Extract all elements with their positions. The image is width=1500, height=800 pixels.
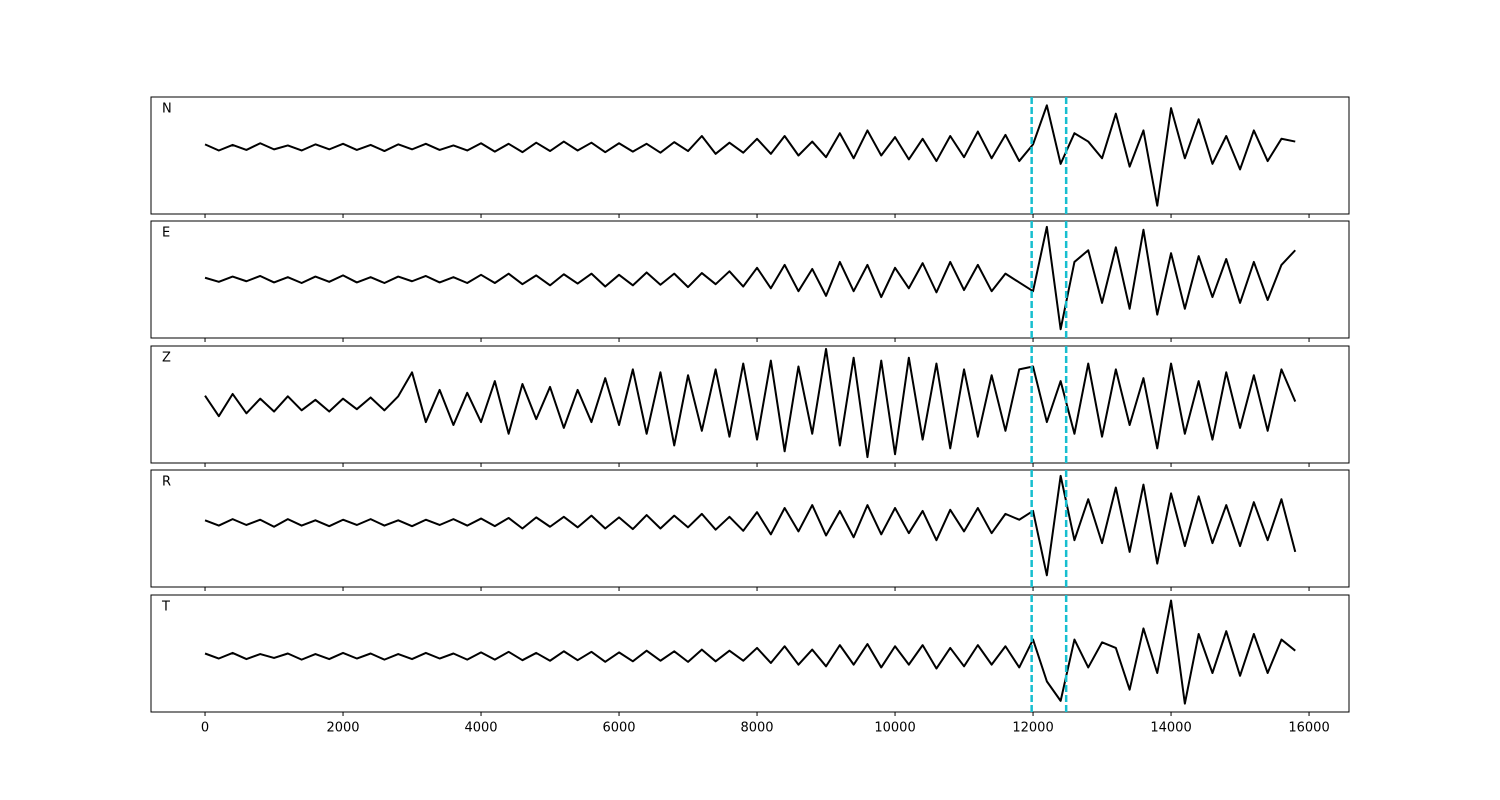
panel-label: E [162, 226, 170, 241]
panel-frame [150, 220, 1350, 339]
x-tick-label: 8000 [740, 721, 773, 736]
x-tick-label: 4000 [464, 721, 497, 736]
panel-label: T [161, 600, 170, 615]
trace [204, 347, 1297, 459]
x-tick-label: 0 [201, 721, 209, 736]
panel-label: N [162, 102, 172, 117]
x-tick-label: 14000 [1150, 721, 1191, 736]
trace [204, 599, 1296, 705]
x-tick-label: 6000 [602, 721, 635, 736]
panel-label: Z [162, 351, 171, 366]
panel-label: R [162, 475, 171, 490]
trace [204, 225, 1296, 331]
panel-frame [150, 469, 1350, 588]
x-tick-label: 2000 [326, 721, 359, 736]
trace [204, 104, 1296, 207]
x-tick-label: 12000 [1012, 721, 1053, 736]
panel-frame [150, 594, 1350, 713]
panel-frame [150, 96, 1350, 215]
x-tick-label: 16000 [1288, 721, 1329, 736]
panel-frame [150, 345, 1350, 464]
trace [204, 474, 1297, 577]
x-tick-label: 10000 [874, 721, 915, 736]
